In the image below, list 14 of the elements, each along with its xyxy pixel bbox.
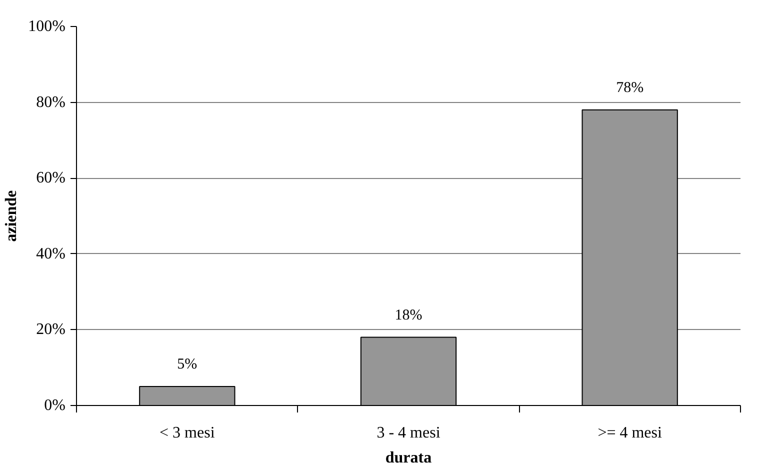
y-tick-label: 40%	[36, 245, 66, 262]
x-axis-title: durata	[385, 450, 432, 466]
y-tick-label: 60%	[36, 170, 66, 187]
x-tick-label: 3 - 4 mesi	[376, 424, 441, 442]
y-tick-label: 20%	[36, 321, 66, 338]
data-label: 78%	[616, 80, 644, 96]
y-tick-label: 80%	[36, 94, 66, 111]
data-label: 5%	[177, 356, 198, 373]
y-tick-label: 0%	[44, 397, 66, 414]
y-axis-title: aziende	[3, 190, 20, 242]
y-tick-label: 100%	[28, 18, 66, 35]
x-tick-label: < 3 mesi	[160, 424, 216, 442]
x-tick-label: >= 4 mesi	[598, 424, 663, 442]
data-label: 18%	[394, 307, 422, 324]
